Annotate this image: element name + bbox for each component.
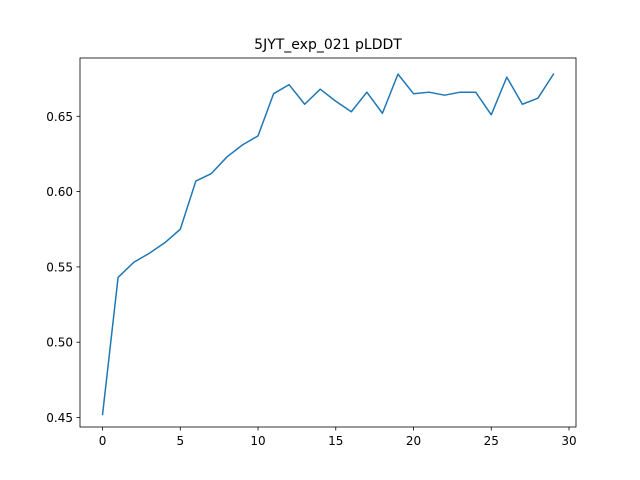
x-tick-label: 15 — [328, 434, 343, 448]
y-tick-label: 0.60 — [46, 185, 73, 199]
y-tick-label: 0.45 — [46, 411, 73, 425]
y-tick-label: 0.65 — [46, 110, 73, 124]
x-tick-label: 30 — [561, 434, 576, 448]
x-tick-label: 5 — [176, 434, 184, 448]
x-tick-label: 0 — [99, 434, 107, 448]
chart-title: 5JYT_exp_021 pLDDT — [254, 37, 402, 53]
series-line-plddt — [101, 73, 555, 416]
axes-frame — [79, 57, 577, 428]
y-tick-label: 0.55 — [46, 260, 73, 274]
plot-area: 0 5 10 15 20 25 30 0.45 0.50 0.55 0.60 0.65 — [46, 57, 577, 448]
y-tick-label: 0.50 — [46, 336, 73, 350]
x-tick-label: 10 — [250, 434, 265, 448]
x-tick-label: 25 — [484, 434, 499, 448]
x-tick-label: 20 — [406, 434, 421, 448]
